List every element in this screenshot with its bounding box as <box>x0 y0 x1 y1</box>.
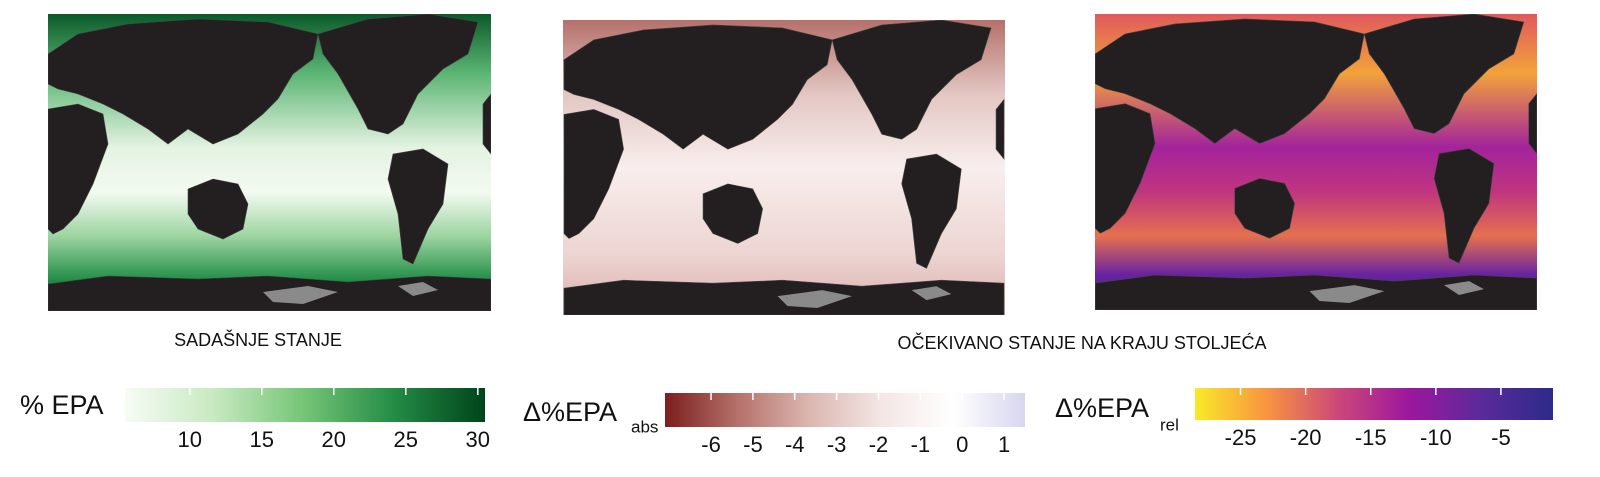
colorbar-sublabel: abs <box>631 417 658 436</box>
tick-label: -4 <box>785 432 805 457</box>
tick-label: -15 <box>1355 425 1387 450</box>
colorbar-label: Δ%EPA <box>1055 393 1149 423</box>
tick-label: -3 <box>827 432 847 457</box>
tick-label: -1 <box>911 432 931 457</box>
tick-label: -20 <box>1290 425 1322 450</box>
tick-label: 0 <box>956 432 968 457</box>
tick-label: 25 <box>394 427 418 452</box>
caption: SADAŠNJE STANJE <box>174 329 342 350</box>
tick-label: 30 <box>466 427 490 452</box>
tick-label: -2 <box>869 432 889 457</box>
tick-label: -25 <box>1225 425 1257 450</box>
caption: OČEKIVANO STANJE NA KRAJU STOLJEĆA <box>897 332 1266 353</box>
tick-label: -5 <box>1491 425 1511 450</box>
colorbar <box>665 393 1025 427</box>
colorbar-sublabel: rel <box>1160 415 1179 434</box>
colorbar <box>1195 388 1553 420</box>
tick-label: 15 <box>250 427 274 452</box>
tick-label: -6 <box>701 432 721 457</box>
tick-label: -10 <box>1420 425 1452 450</box>
colorbar-label: Δ%EPA <box>523 397 617 427</box>
colorbar-label: % EPA <box>20 390 104 420</box>
tick-label: 10 <box>178 427 202 452</box>
tick-label: -5 <box>743 432 763 457</box>
tick-label: 1 <box>998 432 1010 457</box>
colorbar <box>125 388 485 422</box>
tick-label: 20 <box>322 427 346 452</box>
